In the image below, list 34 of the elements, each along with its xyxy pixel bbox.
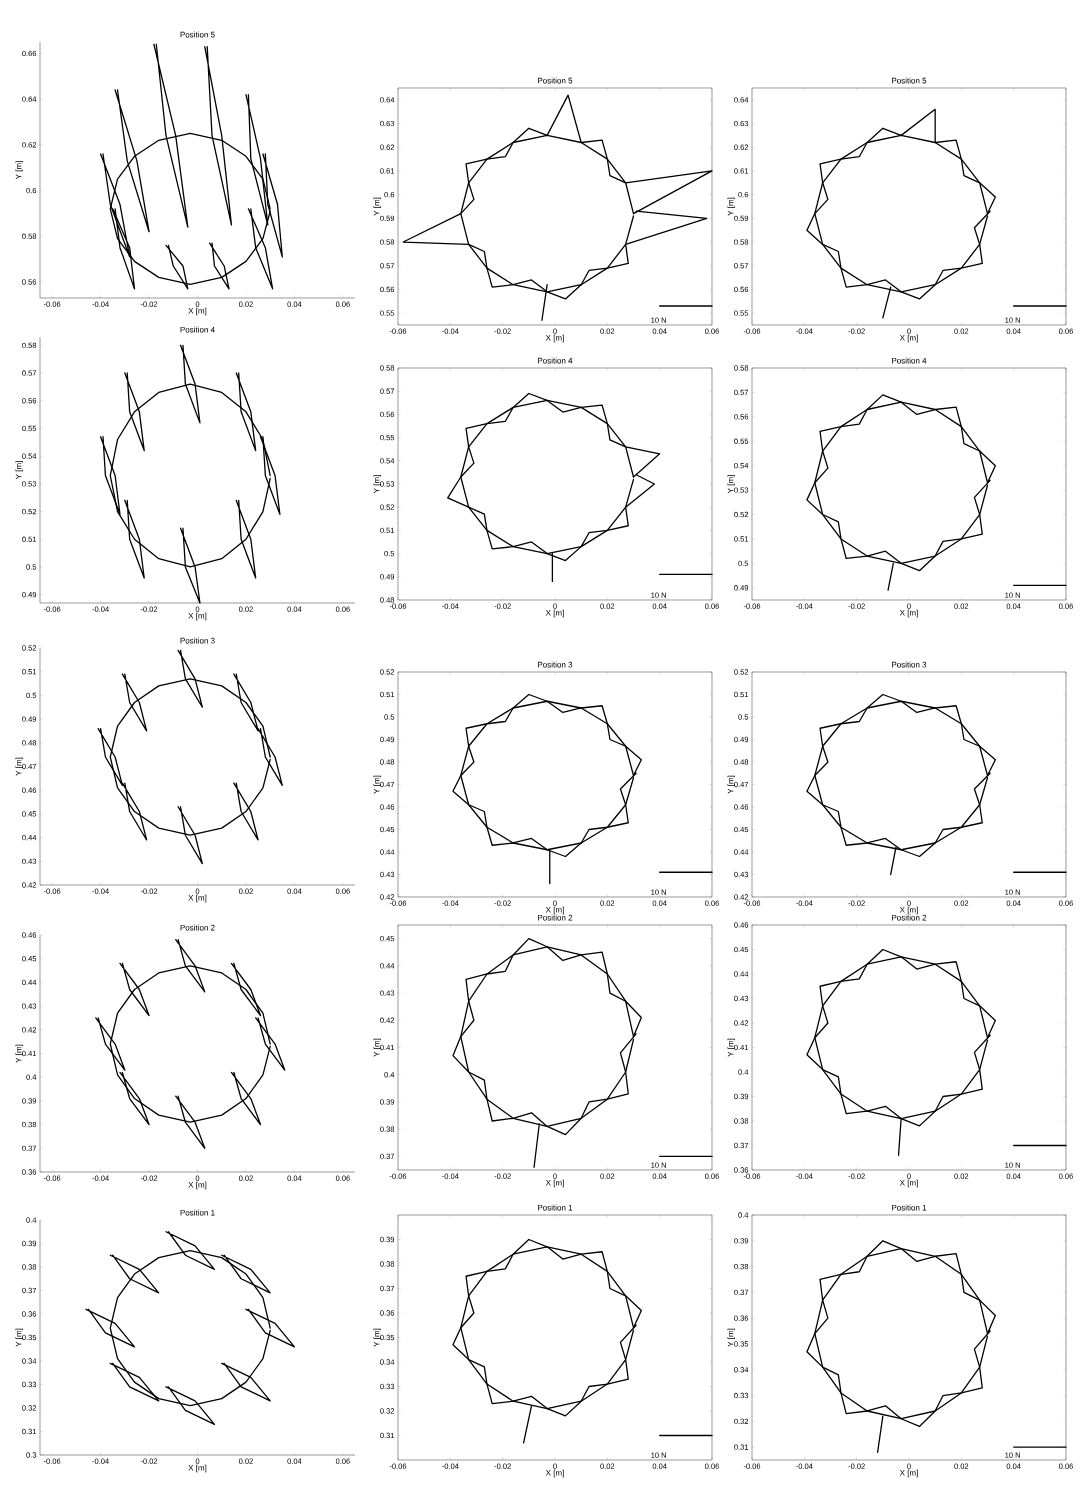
x-axis-title: X [m]: [899, 906, 918, 915]
x-axis-title: X [m]: [545, 1179, 564, 1188]
y-axis-title: Y [m]: [727, 197, 736, 216]
chart-title: Position 4: [892, 357, 927, 364]
chart-title: Position 5: [892, 77, 927, 84]
x-axis-title: X [m]: [545, 906, 564, 915]
chart-title: Position 3: [538, 661, 573, 668]
x-axis-title: X [m]: [899, 609, 918, 618]
x-axis-title: X [m]: [188, 612, 207, 621]
y-axis-title: Y [m]: [373, 197, 382, 216]
chart-title: Position 3: [180, 637, 215, 644]
x-axis-title: X [m]: [188, 1181, 207, 1190]
x-axis-title: X [m]: [899, 1469, 918, 1478]
x-axis-title: X [m]: [545, 609, 564, 618]
x-axis-title: X [m]: [545, 334, 564, 343]
x-axis-title: X [m]: [899, 1179, 918, 1188]
x-axis-title: X [m]: [545, 1469, 564, 1478]
y-axis-title: Y [m]: [15, 461, 24, 480]
chart-title: Position 1: [180, 1209, 215, 1216]
chart-title: Position 3: [892, 661, 927, 668]
x-axis-title: X [m]: [188, 894, 207, 903]
y-axis-title: Y [m]: [15, 161, 24, 180]
x-axis-title: X [m]: [899, 334, 918, 343]
chart-title: Position 1: [538, 1204, 573, 1211]
chart-title: Position 5: [180, 31, 215, 38]
x-axis-title: X [m]: [188, 307, 207, 316]
chart-title: Position 5: [538, 77, 573, 84]
chart-title: Position 4: [538, 357, 573, 364]
chart-title: Position 2: [180, 924, 215, 931]
chart-title: Position 1: [892, 1204, 927, 1211]
chart-title: Position 2: [538, 914, 573, 921]
chart-title: Position 4: [180, 326, 215, 333]
x-axis-title: X [m]: [188, 1464, 207, 1473]
chart-title: Position 2: [892, 914, 927, 921]
